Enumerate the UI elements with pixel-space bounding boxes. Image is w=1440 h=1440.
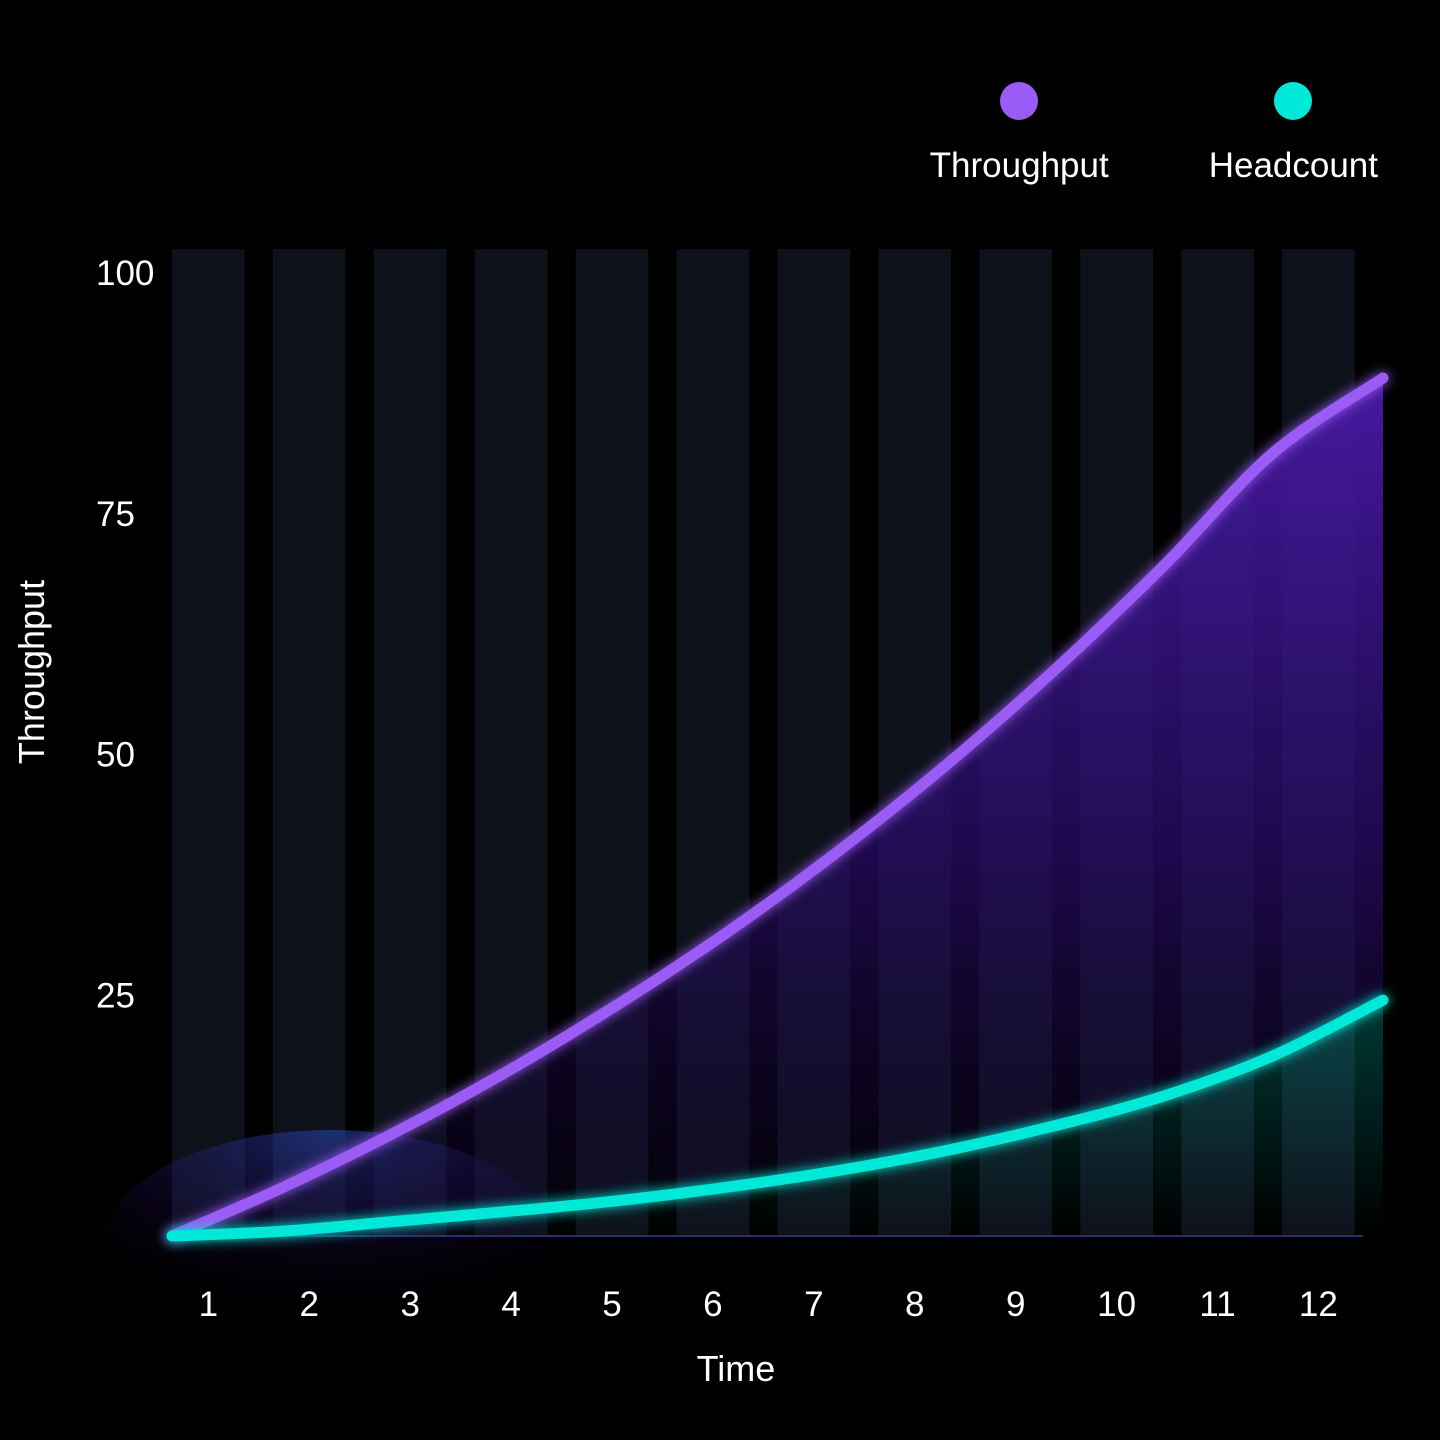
area-fills (172, 378, 1383, 1236)
x-tick-label: 9 (1006, 1285, 1025, 1324)
x-axis-title: Time (697, 1348, 776, 1389)
y-tick-label: 25 (96, 976, 135, 1015)
legend-dot-throughput (1000, 82, 1039, 120)
series-lines (166, 372, 1389, 1242)
series-line-throughput[interactable] (166, 372, 1389, 1242)
legend: Throughput Headcount (930, 82, 1378, 186)
series-line-headcount[interactable] (166, 994, 1389, 1242)
x-tick-label: 8 (905, 1285, 924, 1324)
y-axis-ticks: 25 50 75 100 (96, 254, 154, 1015)
grid-band (172, 249, 245, 1236)
x-tick-label: 7 (804, 1285, 823, 1324)
y-tick-label: 50 (96, 736, 135, 775)
y-tick-label: 75 (96, 495, 135, 534)
x-tick-label: 11 (1199, 1285, 1235, 1324)
legend-item-throughput[interactable]: Throughput (930, 82, 1109, 186)
legend-dot-headcount (1274, 82, 1313, 120)
glow-headcount (172, 1000, 1383, 1236)
x-tick-label: 4 (501, 1285, 520, 1324)
grid-band (272, 249, 346, 1236)
area-throughput (172, 378, 1383, 1236)
grid-band (373, 249, 447, 1236)
x-tick-label: 12 (1299, 1285, 1338, 1324)
y-axis-title: Throughput (11, 580, 52, 764)
y-tick-label: 100 (96, 254, 154, 293)
legend-label-throughput: Throughput (929, 146, 1109, 185)
x-axis-ticks: 1 2 3 4 5 6 7 8 9 10 11 12 (199, 1285, 1338, 1324)
x-tick-label: 1 (199, 1285, 218, 1324)
legend-item-headcount[interactable]: Headcount (1209, 82, 1378, 186)
legend-label-headcount: Headcount (1208, 146, 1378, 185)
x-tick-label: 5 (602, 1285, 621, 1324)
x-tick-label: 10 (1097, 1285, 1136, 1324)
x-tick-label: 6 (703, 1285, 722, 1324)
x-tick-label: 2 (299, 1285, 318, 1324)
x-tick-label: 3 (400, 1285, 419, 1324)
